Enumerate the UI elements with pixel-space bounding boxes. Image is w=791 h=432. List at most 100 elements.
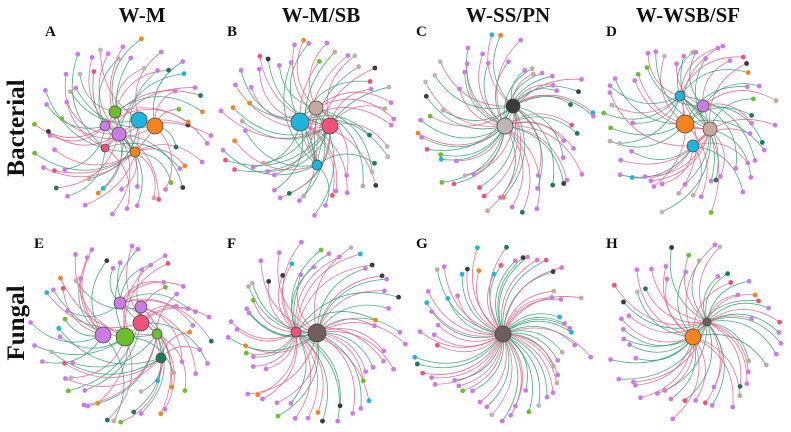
network-edge (80, 257, 104, 336)
network-node (135, 246, 141, 252)
network-node (631, 379, 636, 385)
network-node (440, 108, 446, 113)
network-edge (706, 302, 769, 323)
network-edge (709, 63, 747, 130)
network-node (744, 381, 750, 387)
network-node (335, 418, 341, 424)
network-node (323, 203, 328, 208)
network-node (110, 211, 115, 217)
network-edge (636, 291, 694, 338)
network-edge (706, 321, 749, 372)
network-node (441, 264, 447, 269)
network-node (491, 271, 497, 277)
network-node (550, 390, 556, 396)
network-edge (316, 322, 406, 345)
network-node (733, 166, 739, 171)
network-edge (244, 130, 318, 167)
network-edge (609, 92, 694, 147)
network-node (360, 378, 366, 384)
network-graph-a (32, 36, 214, 217)
network-node (255, 392, 261, 398)
network-edge (267, 58, 331, 127)
network-node (397, 329, 403, 335)
network-node (635, 71, 641, 77)
network-node (659, 181, 665, 187)
network-edge (629, 336, 694, 353)
hub-node (130, 111, 148, 129)
network-node (89, 55, 95, 60)
network-node (324, 40, 330, 46)
network-node (564, 177, 570, 183)
network-node (445, 296, 451, 301)
network-node (420, 370, 426, 376)
network-node (165, 261, 171, 266)
network-edge (434, 333, 504, 385)
network-node (456, 383, 462, 389)
network-node (265, 169, 270, 174)
network-edge (46, 104, 106, 129)
network-edge (502, 333, 554, 393)
network-edge (267, 281, 297, 333)
network-node (766, 305, 771, 311)
network-graph-f (225, 239, 408, 424)
network-node (569, 329, 574, 335)
network-node (59, 116, 65, 121)
network-node (632, 78, 638, 83)
network-edge (295, 331, 319, 419)
network-node (41, 165, 46, 171)
network-node (379, 273, 385, 279)
network-node (266, 279, 272, 284)
network-edge (489, 247, 507, 335)
network-node (772, 122, 778, 128)
network-node (46, 129, 51, 134)
network-node (243, 350, 249, 356)
network-node (360, 183, 366, 189)
network-node (715, 274, 721, 279)
network-node (709, 403, 715, 408)
network-edge (315, 107, 349, 176)
network-edge (316, 153, 375, 166)
network-node (777, 319, 782, 325)
network-node (141, 65, 147, 71)
network-node (277, 63, 282, 68)
network-edge (281, 263, 297, 333)
network-node (58, 275, 63, 281)
network-node (98, 47, 103, 53)
hub-node (496, 117, 514, 135)
network-node (750, 96, 756, 102)
network-node (373, 317, 378, 323)
network-edge (603, 95, 681, 120)
network-node (485, 60, 491, 66)
network-node (242, 128, 248, 134)
network-edge (304, 51, 336, 166)
network-node (670, 416, 676, 422)
network-node (245, 391, 251, 397)
network-node (250, 364, 256, 369)
network-edge (104, 142, 181, 169)
network-edge (120, 357, 162, 423)
network-node (745, 70, 751, 75)
network-node (727, 58, 733, 64)
network-edge (316, 275, 383, 334)
network-node (115, 56, 121, 62)
network-edge (632, 145, 694, 179)
panel-letter-g: G (416, 236, 428, 252)
network-node (299, 239, 304, 245)
network-node (225, 335, 231, 340)
network-edge (706, 321, 742, 387)
network-node (519, 209, 525, 215)
network-edge (486, 333, 510, 408)
network-node (174, 291, 180, 297)
network-node (205, 361, 210, 366)
network-edge (702, 83, 760, 107)
network-node (438, 156, 444, 162)
network-panel-g (408, 237, 598, 427)
network-edge (684, 321, 713, 401)
hub-node (674, 90, 686, 102)
network-edge (277, 275, 297, 333)
network-edge (234, 140, 318, 171)
network-node (32, 343, 37, 348)
network-node (199, 159, 205, 165)
network-edge (315, 91, 392, 109)
network-edge (512, 96, 594, 117)
